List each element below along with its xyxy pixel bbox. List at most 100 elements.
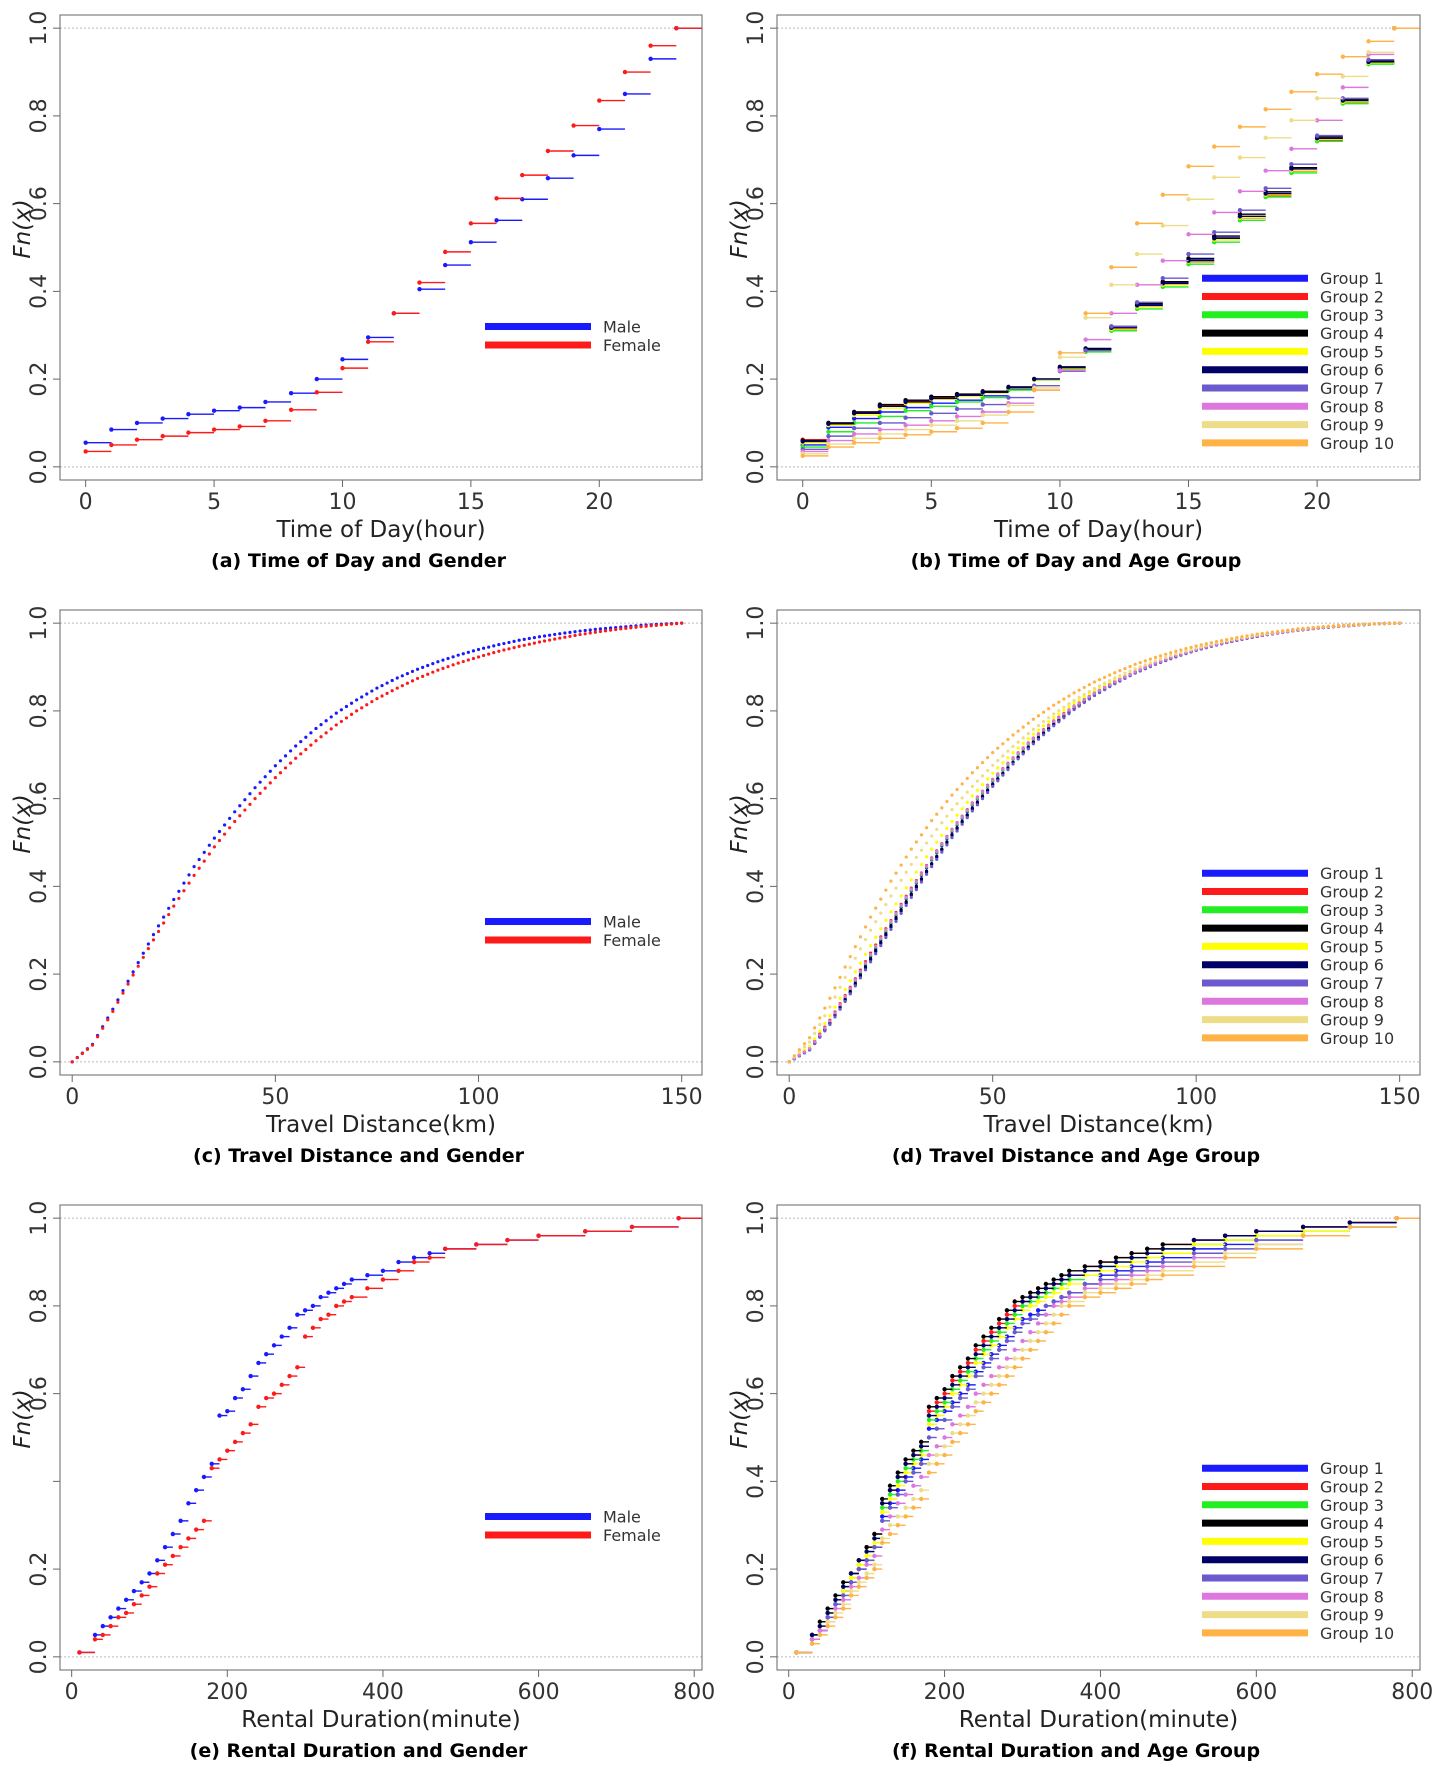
data-point bbox=[863, 961, 868, 965]
data-point bbox=[884, 918, 888, 922]
data-point bbox=[945, 799, 949, 804]
data-point bbox=[880, 1496, 885, 1502]
caption-b: (b) Time of Day and Age Group bbox=[910, 550, 1242, 572]
data-point bbox=[935, 857, 939, 861]
data-point bbox=[1087, 683, 1091, 687]
data-point bbox=[258, 780, 262, 784]
data-point bbox=[1250, 633, 1254, 637]
data-point bbox=[880, 1527, 885, 1532]
data-point bbox=[894, 871, 898, 875]
data-point bbox=[848, 1580, 854, 1585]
data-point bbox=[314, 739, 318, 743]
data-point bbox=[1028, 1290, 1033, 1295]
data-point bbox=[903, 432, 908, 438]
y-tick-label: 0.0 bbox=[744, 1044, 769, 1079]
data-point bbox=[825, 1606, 830, 1611]
y-tick-label: 1.0 bbox=[744, 11, 769, 46]
data-point bbox=[856, 1580, 862, 1585]
data-point bbox=[1098, 1259, 1103, 1265]
data-point bbox=[1129, 1259, 1134, 1265]
data-point bbox=[911, 1505, 916, 1510]
data-point bbox=[1212, 144, 1217, 149]
data-point bbox=[1012, 1330, 1017, 1335]
data-point bbox=[1006, 395, 1011, 400]
data-point bbox=[887, 1496, 893, 1502]
data-point bbox=[924, 855, 929, 859]
data-point bbox=[924, 841, 929, 845]
data-point bbox=[869, 928, 873, 932]
data-point bbox=[863, 925, 868, 929]
legend-label: Group 9 bbox=[1320, 1011, 1384, 1030]
data-point bbox=[1062, 716, 1066, 720]
data-point bbox=[965, 1369, 971, 1374]
y-tick-label: 0.4 bbox=[27, 274, 52, 309]
data-point bbox=[563, 631, 567, 635]
data-point bbox=[879, 941, 883, 945]
data-point bbox=[1145, 1264, 1150, 1269]
data-point bbox=[1300, 1224, 1306, 1230]
data-point bbox=[583, 1229, 588, 1234]
data-point bbox=[1012, 1303, 1017, 1309]
data-point bbox=[1145, 1277, 1150, 1282]
data-point bbox=[186, 1501, 191, 1506]
data-point bbox=[813, 1037, 817, 1041]
data-point bbox=[1289, 89, 1294, 94]
data-point bbox=[395, 676, 399, 680]
data-point bbox=[1186, 232, 1191, 237]
data-point bbox=[1020, 1303, 1025, 1309]
y-tick-label: 0.0 bbox=[27, 449, 52, 484]
chart-duration-gender: 0 200 400 600 800 0.0 0.2 0.6 0.8 1.0 Rental Durat… bbox=[10, 1201, 715, 1733]
data-point bbox=[1072, 701, 1076, 705]
data-point bbox=[492, 644, 496, 648]
data-point bbox=[903, 1492, 908, 1497]
data-point bbox=[874, 935, 878, 939]
data-point bbox=[1067, 712, 1071, 716]
data-point bbox=[553, 632, 557, 637]
data-point bbox=[217, 829, 222, 834]
data-point bbox=[918, 1487, 924, 1493]
series-female bbox=[77, 1215, 702, 1655]
data-point bbox=[101, 1026, 105, 1030]
data-point bbox=[950, 836, 954, 840]
data-point bbox=[874, 944, 878, 948]
data-point bbox=[989, 1338, 994, 1344]
data-point bbox=[787, 1060, 791, 1064]
data-point bbox=[287, 1373, 292, 1379]
chart-time-gender: 0 5 10 15 20 0.0 0.2 0.4 0.6 0.8 1.0 Time of Day(ho… bbox=[10, 11, 703, 543]
data-point bbox=[973, 1360, 978, 1366]
data-point bbox=[1092, 680, 1097, 684]
data-point bbox=[903, 399, 908, 405]
x-tick-label: 0 bbox=[65, 1680, 79, 1705]
data-point bbox=[856, 1562, 862, 1567]
data-point bbox=[355, 698, 359, 702]
data-point bbox=[1043, 1321, 1049, 1326]
data-point bbox=[919, 848, 924, 852]
data-point bbox=[517, 644, 521, 649]
legend-label: Group 6 bbox=[1320, 956, 1384, 975]
data-point bbox=[856, 1558, 862, 1563]
data-point bbox=[911, 1483, 916, 1488]
x-tick-label: 200 bbox=[206, 1680, 248, 1705]
data-point bbox=[904, 886, 908, 890]
data-point bbox=[955, 802, 959, 806]
data-point bbox=[1051, 1312, 1056, 1317]
data-point bbox=[1032, 376, 1037, 382]
data-point bbox=[817, 1632, 823, 1638]
data-point bbox=[426, 663, 430, 668]
plot-frame bbox=[776, 609, 1421, 1076]
data-point bbox=[1186, 258, 1191, 263]
data-point bbox=[563, 635, 567, 639]
data-point bbox=[1020, 1347, 1025, 1352]
data-point bbox=[108, 1615, 113, 1620]
data-point bbox=[1191, 1251, 1197, 1256]
data-point bbox=[903, 1514, 908, 1519]
data-point bbox=[864, 1571, 869, 1576]
data-point bbox=[924, 870, 929, 874]
data-point bbox=[108, 1623, 113, 1629]
chart-panel-c: 0 50 100 150 0.0 0.2 0.4 0.6 0.8 1.0 Travel Distan… bbox=[0, 595, 717, 1185]
caption-e: (e) Rental Duration and Gender bbox=[189, 1740, 528, 1762]
data-point bbox=[889, 910, 893, 914]
data-point bbox=[970, 809, 974, 813]
x-tick-label: 10 bbox=[1046, 490, 1074, 515]
y-tick-label: 0.8 bbox=[744, 98, 769, 133]
